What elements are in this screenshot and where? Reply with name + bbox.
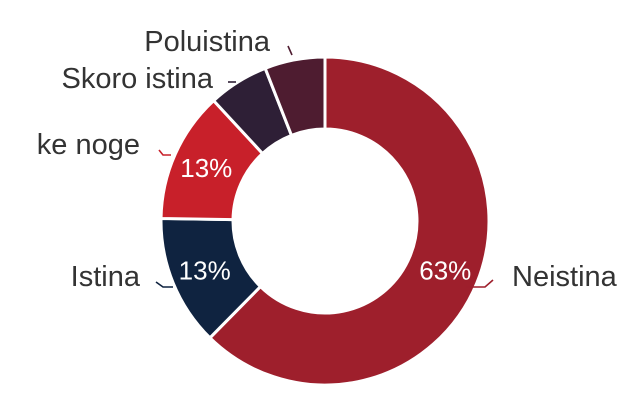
leader-line-neistina xyxy=(466,279,494,288)
leader-lines xyxy=(155,45,494,288)
percentage-labels: 63% 13% 13% xyxy=(179,153,472,285)
category-label-poluistina: Poluistina xyxy=(144,26,271,58)
pct-label-ke-noge: 13% xyxy=(180,153,232,183)
pct-label-istina: 13% xyxy=(179,255,231,285)
slice-poluistina xyxy=(263,55,327,138)
pct-label-neistina: 63% xyxy=(419,255,471,285)
leader-line-ke-noge xyxy=(158,149,171,156)
category-label-skoro-istina: Skoro istina xyxy=(61,63,213,95)
donut-slices xyxy=(159,55,491,387)
category-label-istina: Istina xyxy=(71,261,141,293)
leader-line-poluistina xyxy=(287,45,293,56)
slice-neistina xyxy=(207,55,491,387)
category-labels: Neistina Istina ke noge Skoro istina Poluist… xyxy=(37,26,618,293)
category-label-neistina: Neistina xyxy=(512,261,618,293)
leader-line-istina xyxy=(155,281,173,288)
category-label-ke-noge: ke noge xyxy=(37,129,140,161)
